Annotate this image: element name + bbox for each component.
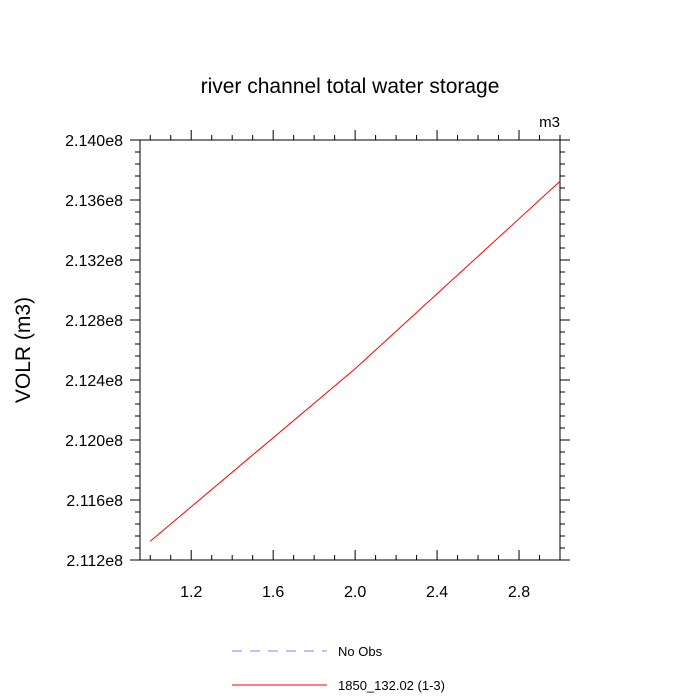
y-tick-label: 2.120e8 <box>65 433 123 450</box>
y-tick-label: 2.112e8 <box>66 553 123 570</box>
series-line <box>149 180 561 542</box>
y-tick-label: 2.136e8 <box>65 193 123 210</box>
x-tick-label: 1.2 <box>180 584 202 601</box>
y-tick-label: 2.132e8 <box>65 253 123 270</box>
x-tick-label: 2.4 <box>426 584 448 601</box>
ticks <box>130 130 570 561</box>
series-layer <box>149 180 561 542</box>
units-label: m3 <box>539 114 560 131</box>
y-tick-label: 2.124e8 <box>65 373 123 390</box>
y-tick-label: 2.128e8 <box>65 313 123 330</box>
y-tick-label: 2.116e8 <box>66 493 123 510</box>
x-tick-label: 1.6 <box>262 584 284 601</box>
plot-frame <box>139 139 561 561</box>
y-tick-label: 2.140e8 <box>65 133 123 150</box>
tick-labels: 1.2 1.6 2.0 2.4 2.8 2.112e8 2.116e8 2.120e8 2.12… <box>65 133 530 601</box>
legend-label-1850: 1850_132.02 (1-3) <box>338 678 445 693</box>
chart-title: river channel total water storage <box>201 75 500 98</box>
legend-label-no-obs: No Obs <box>338 644 383 659</box>
x-tick-label: 2.0 <box>344 584 366 601</box>
legend: No Obs 1850_132.02 (1-3) <box>232 644 445 693</box>
x-tick-label: 2.8 <box>508 584 530 601</box>
y-axis-label: VOLR (m3) <box>12 297 35 403</box>
